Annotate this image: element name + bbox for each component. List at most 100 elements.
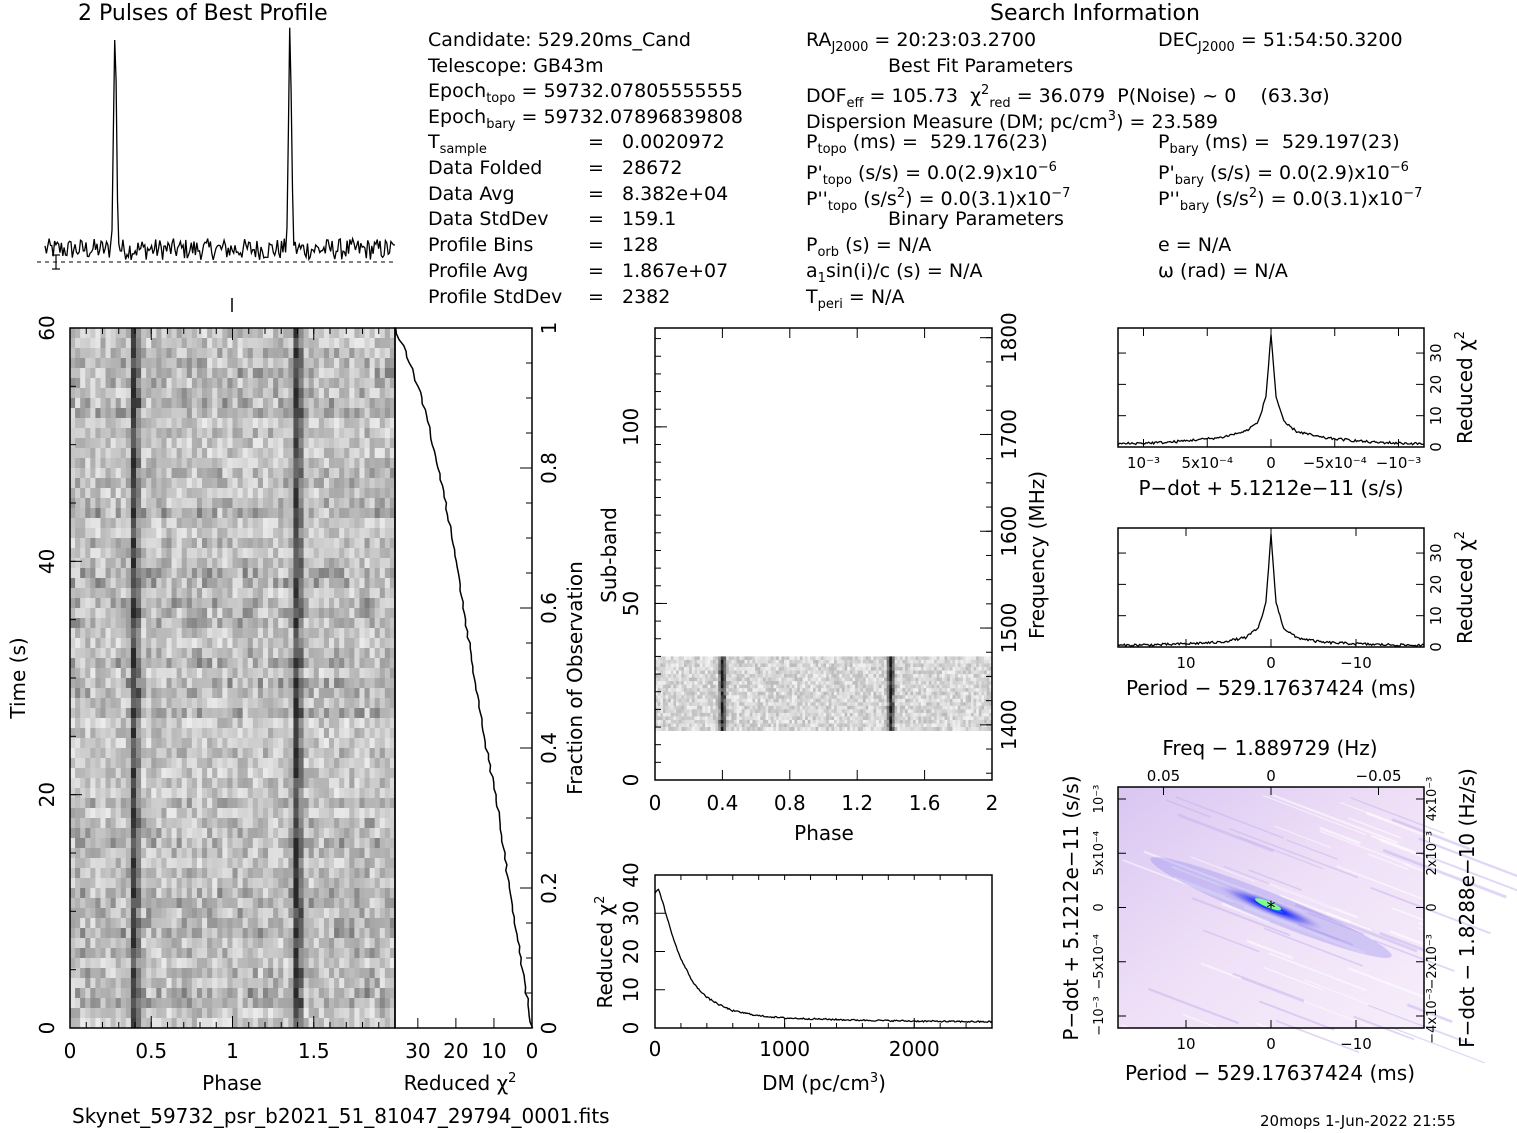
time-phase-cell [359, 778, 365, 789]
time-phase-cell [359, 548, 365, 559]
time-phase-cell [191, 798, 198, 809]
time-phase-cell [288, 438, 294, 449]
time-phase-cell [110, 458, 117, 469]
time-phase-cell [344, 598, 350, 609]
time-phase-cell [344, 878, 350, 889]
time-phase-cell [283, 948, 289, 959]
time-phase-cell [222, 678, 228, 689]
time-phase-cell [252, 768, 259, 779]
time-phase-cell [349, 508, 355, 519]
time-phase-cell [115, 948, 122, 959]
time-phase-cell [186, 818, 193, 829]
time-phase-cell [318, 1008, 325, 1019]
time-phase-cell [247, 658, 254, 669]
time-phase-cell [141, 548, 147, 559]
time-phase-cell [242, 648, 249, 659]
time-phase-cell [288, 338, 294, 349]
time-phase-cell [349, 938, 355, 949]
time-phase-cell [80, 808, 86, 819]
time-phase-cell [171, 888, 178, 899]
time-phase-cell [323, 478, 330, 489]
y-tick-label: 0.2 [537, 872, 561, 904]
time-phase-cell [268, 638, 274, 649]
time-phase-cell [323, 958, 330, 969]
time-phase-cell [176, 958, 183, 969]
time-phase-cell [110, 768, 117, 779]
time-phase-cell [379, 1008, 386, 1019]
time-phase-cell [252, 538, 259, 549]
time-phase-cell [268, 928, 274, 939]
time-phase-cell [298, 428, 304, 439]
time-phase-cell [171, 458, 178, 469]
time-phase-cell [80, 668, 86, 679]
time-phase-cell [349, 988, 355, 999]
time-phase-cell [166, 388, 172, 399]
time-phase-cell [384, 438, 391, 449]
time-phase-cell [110, 828, 117, 839]
time-phase-cell [217, 638, 223, 649]
time-phase-cell [171, 568, 178, 579]
time-phase-cell [364, 958, 371, 969]
time-phase-cell [120, 658, 127, 669]
time-phase-cell [283, 388, 289, 399]
time-phase-cell [75, 688, 81, 699]
time-phase-cell [379, 758, 386, 769]
time-phase-cell [328, 578, 335, 589]
time-phase-cell [308, 938, 315, 949]
time-phase-cell [384, 688, 391, 699]
time-phase-cell [252, 468, 259, 479]
time-phase-cell [146, 578, 152, 589]
time-phase-cell [323, 388, 330, 399]
time-phase-cell [379, 808, 386, 819]
subband-cell [773, 663, 777, 668]
time-phase-cell [354, 648, 360, 659]
time-phase-cell [181, 978, 188, 989]
time-phase-cell [202, 818, 208, 829]
time-phase-cell [125, 988, 132, 999]
time-phase-cell [156, 888, 162, 899]
time-phase-cell [151, 348, 157, 359]
time-phase-cell [278, 868, 284, 879]
time-phase-cell [389, 798, 396, 809]
time-phase-cell [181, 808, 188, 819]
time-phase-cell [120, 998, 127, 1009]
time-phase-cell [334, 418, 340, 429]
time-phase-cell [354, 418, 360, 429]
time-phase-cell [328, 498, 335, 509]
time-phase-cell [257, 978, 264, 989]
time-phase-cell [237, 768, 244, 779]
time-phase-cell [247, 758, 254, 769]
time-phase-cell [125, 378, 132, 389]
time-phase-cell [100, 908, 106, 919]
time-phase-cell [222, 718, 228, 729]
time-phase-cell [369, 418, 376, 429]
time-phase-cell [120, 548, 127, 559]
time-phase-cell [212, 968, 218, 979]
time-phase-cell [232, 588, 238, 599]
time-phase-cell [268, 438, 274, 449]
time-phase-cell [115, 358, 122, 369]
time-phase-cell [364, 908, 371, 919]
time-phase-cell [334, 648, 340, 659]
time-phase-cell [151, 568, 157, 579]
y-tick-label: 0.6 [537, 592, 561, 624]
time-phase-cell [222, 778, 228, 789]
time-phase-cell [273, 798, 279, 809]
time-phase-cell [161, 758, 167, 769]
time-phase-cell [364, 408, 371, 419]
time-phase-cell [369, 678, 376, 689]
time-phase-cell [323, 1018, 330, 1029]
subband-cell [728, 659, 732, 664]
time-phase-cell [349, 728, 355, 739]
time-phase-cell [283, 598, 289, 609]
time-phase-cell [146, 638, 152, 649]
time-phase-cell [212, 788, 218, 799]
time-phase-cell [227, 868, 233, 879]
time-phase-cell [90, 328, 96, 339]
time-phase-cell [247, 798, 254, 809]
time-phase-cell [349, 548, 355, 559]
subband-cell [723, 659, 727, 664]
time-phase-cell [349, 578, 355, 589]
time-phase-cell [349, 588, 355, 599]
time-phase-cell [70, 508, 76, 519]
